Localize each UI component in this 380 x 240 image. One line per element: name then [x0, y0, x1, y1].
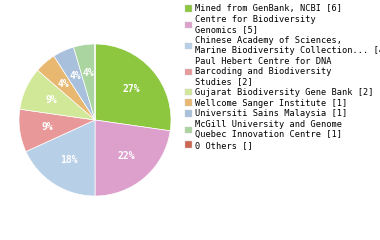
- Text: 4%: 4%: [82, 68, 94, 78]
- Text: 18%: 18%: [60, 155, 78, 165]
- Wedge shape: [20, 70, 95, 120]
- Wedge shape: [38, 56, 95, 120]
- Legend: Mined from GenBank, NCBI [6], Centre for Biodiversity
Genomics [5], Chinese Acad: Mined from GenBank, NCBI [6], Centre for…: [185, 4, 380, 150]
- Text: 27%: 27%: [122, 84, 140, 94]
- Wedge shape: [95, 120, 170, 196]
- Text: 22%: 22%: [117, 151, 135, 161]
- Text: 4%: 4%: [58, 79, 70, 89]
- Wedge shape: [26, 120, 95, 196]
- Text: 9%: 9%: [46, 95, 57, 105]
- Wedge shape: [74, 44, 95, 120]
- Wedge shape: [19, 109, 95, 152]
- Text: 4%: 4%: [69, 72, 81, 81]
- Text: 9%: 9%: [42, 122, 54, 132]
- Wedge shape: [54, 47, 95, 120]
- Wedge shape: [95, 44, 171, 131]
